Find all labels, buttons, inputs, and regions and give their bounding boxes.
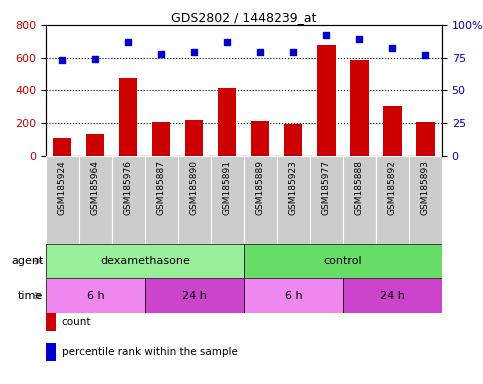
Title: GDS2802 / 1448239_at: GDS2802 / 1448239_at: [171, 11, 317, 24]
Point: [91, 56, 99, 62]
Bar: [310, 156, 343, 244]
Text: GSM185891: GSM185891: [223, 160, 232, 215]
Bar: [277, 156, 310, 244]
Bar: [145, 156, 178, 244]
Text: GSM185923: GSM185923: [289, 160, 298, 215]
Bar: [119, 78, 138, 156]
Bar: [251, 121, 270, 156]
Bar: [178, 156, 211, 244]
Bar: [211, 156, 244, 244]
Bar: [409, 156, 442, 244]
Text: GSM185890: GSM185890: [190, 160, 199, 215]
Text: GSM185964: GSM185964: [91, 160, 100, 215]
Bar: [46, 244, 244, 278]
Text: count: count: [62, 317, 91, 327]
Text: GSM185892: GSM185892: [388, 160, 397, 215]
Point: [58, 57, 66, 63]
Text: time: time: [18, 291, 43, 301]
Bar: [416, 122, 435, 156]
Bar: [343, 278, 442, 313]
Point: [190, 49, 198, 55]
Bar: [79, 156, 112, 244]
Text: GSM185976: GSM185976: [124, 160, 133, 215]
Text: control: control: [324, 256, 362, 266]
Bar: [46, 156, 79, 244]
Bar: [244, 244, 442, 278]
Point: [289, 49, 297, 55]
Point: [355, 36, 363, 42]
Bar: [244, 278, 343, 313]
Bar: [317, 45, 336, 156]
Point: [224, 39, 231, 45]
Text: agent: agent: [11, 256, 43, 266]
Bar: [343, 156, 376, 244]
Bar: [112, 156, 145, 244]
Text: GSM185977: GSM185977: [322, 160, 331, 215]
Text: GSM185893: GSM185893: [421, 160, 430, 215]
Text: GSM185889: GSM185889: [256, 160, 265, 215]
Text: GSM185887: GSM185887: [157, 160, 166, 215]
Bar: [185, 120, 203, 156]
Bar: [145, 278, 244, 313]
Text: 6 h: 6 h: [86, 291, 104, 301]
Point: [256, 49, 264, 55]
Point: [323, 32, 330, 38]
Bar: [46, 313, 56, 331]
Point: [388, 45, 396, 51]
Text: GSM185924: GSM185924: [58, 160, 67, 215]
Bar: [152, 122, 170, 156]
Point: [422, 52, 429, 58]
Point: [125, 39, 132, 45]
Text: 24 h: 24 h: [182, 291, 207, 301]
Bar: [46, 343, 56, 361]
Bar: [218, 88, 237, 156]
Text: 24 h: 24 h: [380, 291, 405, 301]
Bar: [376, 156, 409, 244]
Bar: [384, 106, 401, 156]
Bar: [350, 60, 369, 156]
Text: dexamethasone: dexamethasone: [100, 256, 190, 266]
Bar: [284, 124, 302, 156]
Bar: [244, 156, 277, 244]
Bar: [53, 137, 71, 156]
Bar: [86, 134, 104, 156]
Bar: [46, 278, 145, 313]
Point: [157, 51, 165, 57]
Text: GSM185888: GSM185888: [355, 160, 364, 215]
Text: percentile rank within the sample: percentile rank within the sample: [62, 347, 238, 357]
Text: 6 h: 6 h: [284, 291, 302, 301]
